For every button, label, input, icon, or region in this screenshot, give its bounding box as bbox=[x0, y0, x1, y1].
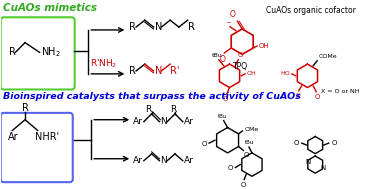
Text: R: R bbox=[21, 103, 29, 113]
Text: OMe: OMe bbox=[244, 127, 259, 132]
Text: Ar: Ar bbox=[8, 132, 18, 142]
Text: Bioinspired catalysts that surpass the activity of CuAOs: Bioinspired catalysts that surpass the a… bbox=[3, 92, 300, 101]
Text: R: R bbox=[188, 22, 195, 32]
Text: CuAOs organic cofactor: CuAOs organic cofactor bbox=[265, 5, 356, 15]
Text: R: R bbox=[170, 105, 176, 115]
Text: ~: ~ bbox=[225, 20, 231, 26]
Text: Ar: Ar bbox=[184, 117, 194, 126]
Text: NHR': NHR' bbox=[35, 132, 59, 142]
Text: R: R bbox=[9, 47, 16, 57]
Text: N: N bbox=[305, 159, 310, 165]
Text: O: O bbox=[293, 140, 299, 146]
Text: N: N bbox=[160, 117, 167, 126]
Text: O: O bbox=[223, 96, 228, 102]
Text: N: N bbox=[320, 164, 325, 170]
Text: HO: HO bbox=[280, 71, 290, 76]
Text: N: N bbox=[155, 22, 162, 32]
Text: N: N bbox=[160, 156, 167, 165]
Text: OH: OH bbox=[247, 71, 257, 76]
Text: N: N bbox=[155, 66, 162, 76]
Text: O: O bbox=[228, 166, 233, 171]
Text: tBu: tBu bbox=[244, 140, 254, 145]
Text: tBu: tBu bbox=[211, 53, 222, 58]
Text: O: O bbox=[332, 140, 337, 146]
Text: Ar: Ar bbox=[133, 156, 143, 165]
Text: COMe: COMe bbox=[319, 54, 338, 59]
Text: R: R bbox=[129, 66, 136, 76]
Text: CuAOs mimetics: CuAOs mimetics bbox=[3, 3, 97, 13]
Text: X: X bbox=[295, 93, 300, 99]
Text: O: O bbox=[241, 182, 246, 187]
Text: R: R bbox=[146, 105, 152, 115]
FancyBboxPatch shape bbox=[1, 113, 73, 182]
Text: O: O bbox=[230, 10, 235, 19]
Text: R: R bbox=[129, 22, 136, 32]
Text: O: O bbox=[244, 152, 249, 158]
Text: O: O bbox=[202, 141, 207, 147]
Text: O: O bbox=[314, 94, 320, 100]
Text: R'NH$_2$: R'NH$_2$ bbox=[90, 58, 118, 70]
Text: Ar: Ar bbox=[133, 117, 143, 126]
Text: NH$_2$: NH$_2$ bbox=[41, 46, 61, 59]
Text: OH: OH bbox=[259, 43, 270, 49]
Text: O: O bbox=[219, 55, 225, 64]
Text: R': R' bbox=[170, 66, 179, 76]
Text: O: O bbox=[238, 52, 243, 58]
FancyBboxPatch shape bbox=[1, 17, 75, 89]
Text: Ar: Ar bbox=[184, 156, 194, 165]
Text: TPQ: TPQ bbox=[233, 62, 248, 71]
Text: tBu: tBu bbox=[218, 114, 227, 119]
Text: X = O or NH: X = O or NH bbox=[321, 89, 360, 94]
